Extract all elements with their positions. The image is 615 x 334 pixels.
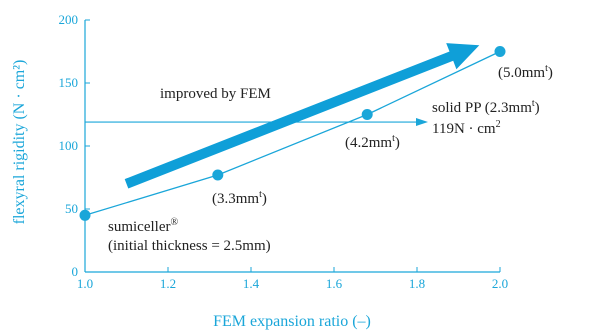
improvement-arrow <box>124 43 480 189</box>
data-points <box>79 46 506 221</box>
x-tick-label-0: 1.0 <box>77 276 93 291</box>
x-tick-label-1: 1.2 <box>160 276 176 291</box>
start-note-line1: sumiceller® <box>108 217 178 235</box>
x-tick-label-3: 1.6 <box>326 276 343 291</box>
data-point-0 <box>79 209 91 221</box>
y-tick-label-3: 150 <box>59 75 79 90</box>
data-point-2 <box>361 109 373 120</box>
x-tick-label-5: 2.0 <box>492 276 508 291</box>
data-point-3 <box>494 46 506 57</box>
y-axis-title: flexyral rigidity (N · cm²) <box>11 60 28 225</box>
y-tick-label-0: 0 <box>72 264 79 279</box>
reference-line-arrowhead <box>416 118 428 127</box>
point-label-4-2mm: (4.2mmt) <box>345 133 400 151</box>
y-tick-label-4: 200 <box>59 12 79 27</box>
improvement-label: improved by FEM <box>160 86 271 102</box>
x-ticks: 1.0 1.2 1.4 1.6 1.8 2.0 <box>77 267 508 291</box>
data-point-1 <box>212 169 224 181</box>
y-ticks: 0 50 100 150 200 <box>59 12 90 279</box>
reference-label-line1: solid PP (2.3mmt) <box>432 98 540 116</box>
series-line <box>84 50 501 216</box>
point-label-3-3mm: (3.3mmt) <box>212 189 267 207</box>
y-tick-label-1: 50 <box>65 201 78 216</box>
x-tick-label-2: 1.4 <box>243 276 260 291</box>
reference-label-line2: 119N · cm2 <box>432 119 501 137</box>
start-note-line2: (initial thickness = 2.5mm) <box>108 238 271 254</box>
point-label-5-0mm: (5.0mmt) <box>498 63 553 81</box>
x-axis-title: FEM expansion ratio (–) <box>213 313 371 330</box>
y-tick-label-2: 100 <box>59 138 79 153</box>
x-tick-label-4: 1.8 <box>409 276 425 291</box>
